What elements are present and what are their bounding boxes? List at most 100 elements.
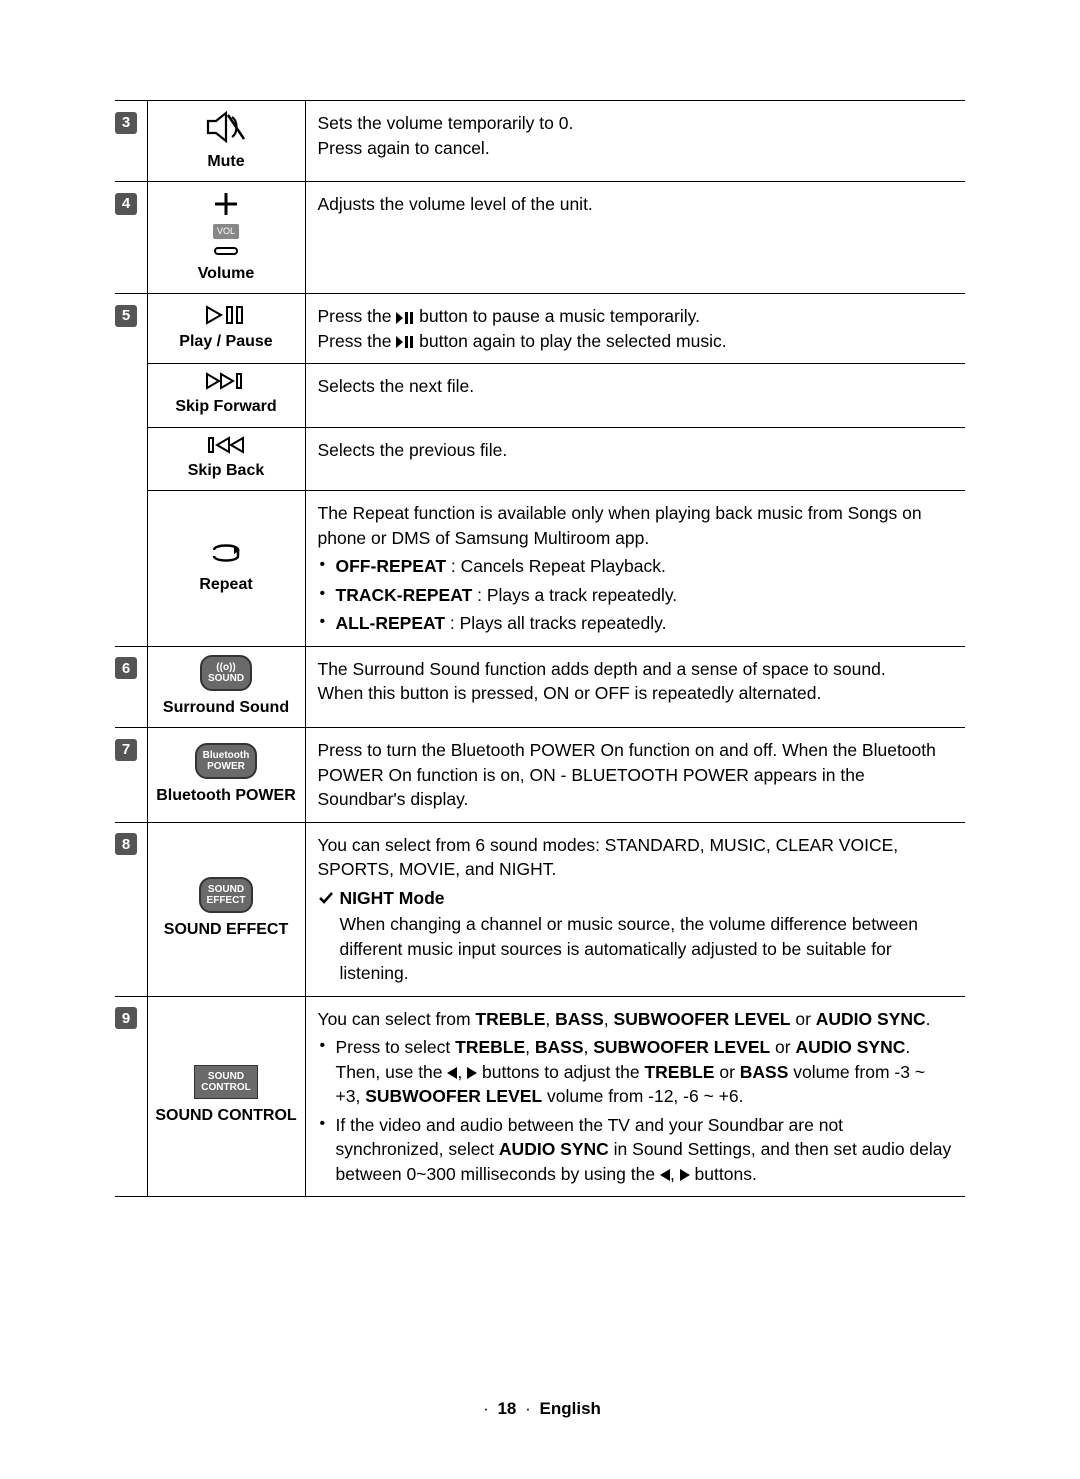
number-badge: 9 [115,1007,137,1029]
check-icon [318,891,334,905]
number-badge: 8 [115,833,137,855]
night-mode-row: NIGHT Mode [318,886,954,911]
table-row: 9 SOUND CONTROL SOUND CONTROL You can se… [115,996,965,1197]
surround-badge: ((o)) SOUND [200,655,252,691]
repeat-list: OFF-REPEAT : Cancels Repeat Playback. TR… [318,554,954,636]
row-number-cell: 4 [115,182,147,294]
icon-cell: SOUND CONTROL SOUND CONTROL [147,996,305,1197]
sound-effect-badge: SOUND EFFECT [199,877,254,913]
icon-label: Surround Sound [163,697,289,719]
number-badge: 6 [115,657,137,679]
desc-text: The Repeat function is available only wh… [318,501,954,550]
desc-text: Press the button again to play the selec… [318,329,954,354]
icon-cell: Mute [147,101,305,182]
play-pause-icon [205,305,247,325]
icon-cell: Play / Pause [147,294,305,364]
desc-text: Adjusts the volume level of the unit. [318,192,954,217]
skip-back-icon [205,436,247,454]
row-number-cell: 8 [115,822,147,996]
icon-cell: VOL Volume [147,182,305,294]
icon-cell: SOUND EFFECT SOUND EFFECT [147,822,305,996]
list-item: If the video and audio between the TV an… [318,1113,954,1187]
description-cell: Adjusts the volume level of the unit. [305,182,965,294]
row-number-cell: 7 [115,728,147,823]
desc-text: Press the button to pause a music tempor… [318,304,954,329]
table-row: 8 SOUND EFFECT SOUND EFFECT You can sele… [115,822,965,996]
list-item: ALL-REPEAT : Plays all tracks repeatedly… [318,611,954,636]
desc-text: Selects the previous file. [318,438,954,463]
icon-label: Mute [207,151,244,173]
icon-cell: Skip Back [147,427,305,490]
row-number-cell: 9 [115,996,147,1197]
description-cell: Press to turn the Bluetooth POWER On fun… [305,728,965,823]
left-arrow-icon [447,1067,457,1079]
icon-label: Volume [198,263,255,285]
skip-forward-icon [205,372,247,390]
table-row: 4 VOL Volume Adjusts the volume level of… [115,182,965,294]
row-number-cell: 3 [115,101,147,182]
number-badge: 4 [115,193,137,215]
desc-text: When changing a channel or music source,… [318,912,954,986]
icon-label: SOUND CONTROL [155,1105,296,1127]
page-number: 18 [497,1399,516,1418]
table-row: Skip Back Selects the previous file. [115,427,965,490]
icon-label: Bluetooth POWER [156,785,296,807]
night-mode-label: NIGHT Mode [340,886,445,911]
table-row: Repeat The Repeat function is available … [115,491,965,647]
page-footer: · 18 · English [0,1399,1080,1419]
icon-label: SOUND EFFECT [164,919,288,941]
table-row: 7 Bluetooth POWER Bluetooth POWER Press … [115,728,965,823]
repeat-icon [206,540,246,568]
footer-dot: · [483,1399,489,1418]
table-row: 6 ((o)) SOUND Surround Sound The Surroun… [115,646,965,727]
volume-minus-icon [211,245,241,257]
desc-text: You can select from 6 sound modes: STAND… [318,833,954,882]
row-number-cell: 6 [115,646,147,727]
row-number-cell: 5 [115,294,147,646]
description-cell: Sets the volume temporarily to 0. Press … [305,101,965,182]
description-cell: You can select from TREBLE, BASS, SUBWOO… [305,996,965,1197]
desc-text: Sets the volume temporarily to 0. [318,111,954,136]
bluetooth-badge: Bluetooth POWER [195,743,258,779]
table-row: 3 Mute Sets the volume temporarily to 0.… [115,101,965,182]
icon-label: Skip Back [188,460,264,482]
footer-dot: · [525,1399,531,1418]
desc-text: The Surround Sound function adds depth a… [318,657,954,682]
desc-text: Selects the next file. [318,374,954,399]
icon-cell: Bluetooth POWER Bluetooth POWER [147,728,305,823]
list-item: OFF-REPEAT : Cancels Repeat Playback. [318,554,954,579]
list-item: TRACK-REPEAT : Plays a track repeatedly. [318,583,954,608]
icon-cell: ((o)) SOUND Surround Sound [147,646,305,727]
desc-text: You can select from TREBLE, BASS, SUBWOO… [318,1007,954,1032]
description-cell: You can select from 6 sound modes: STAND… [305,822,965,996]
desc-text: Press to turn the Bluetooth POWER On fun… [318,738,954,812]
table-row: 5 Play / Pause Press the button to pause… [115,294,965,364]
right-arrow-icon [680,1169,690,1181]
right-arrow-icon [467,1067,477,1079]
icon-label: Repeat [199,574,252,596]
description-cell: Press the button to pause a music tempor… [305,294,965,364]
number-badge: 3 [115,112,137,134]
icon-cell: Skip Forward [147,364,305,427]
list-item: Press to select TREBLE, BASS, SUBWOOFER … [318,1035,954,1109]
mute-icon [204,109,248,145]
control-list: Press to select TREBLE, BASS, SUBWOOFER … [318,1035,954,1186]
play-pause-inline-icon [396,312,414,324]
description-cell: Selects the next file. [305,364,965,427]
desc-text: Press again to cancel. [318,136,954,161]
icon-cell: Repeat [147,491,305,647]
page-content: 3 Mute Sets the volume temporarily to 0.… [0,0,1080,1197]
left-arrow-icon [660,1169,670,1181]
page-language: English [540,1399,601,1418]
number-badge: 7 [115,739,137,761]
play-pause-inline-icon [396,336,414,348]
number-badge: 5 [115,305,137,327]
vol-tag: VOL [213,224,239,239]
volume-plus-icon [211,190,241,218]
description-cell: Selects the previous file. [305,427,965,490]
icon-label: Skip Forward [175,396,276,418]
desc-text: When this button is pressed, ON or OFF i… [318,681,954,706]
icon-label: Play / Pause [179,331,272,353]
table-row: Skip Forward Selects the next file. [115,364,965,427]
remote-buttons-table: 3 Mute Sets the volume temporarily to 0.… [115,100,965,1197]
